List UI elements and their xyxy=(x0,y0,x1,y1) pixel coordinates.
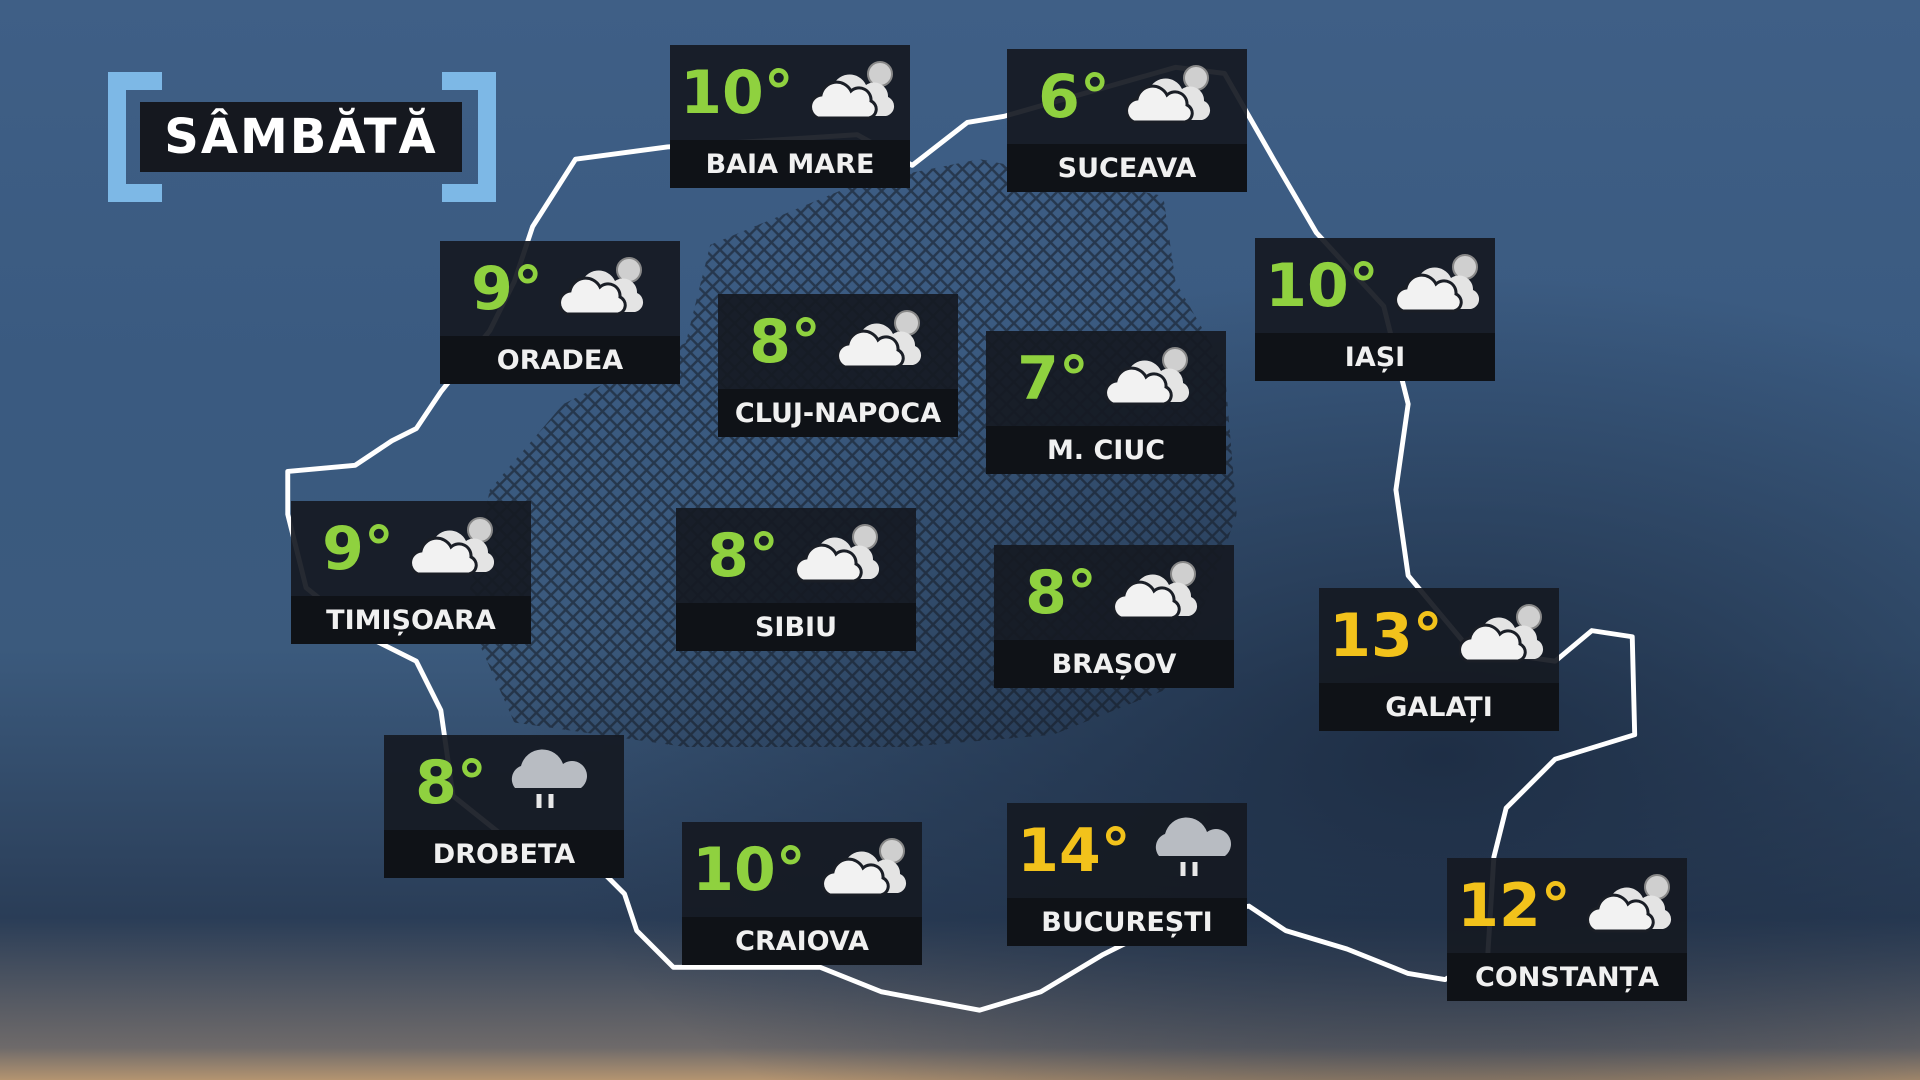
temperature: 9° xyxy=(322,513,394,584)
city-name: ORADEA xyxy=(440,336,680,384)
city-name: BAIA MARE xyxy=(670,140,910,188)
partly-cloudy-icon xyxy=(1585,871,1677,941)
partly-cloudy-icon xyxy=(1393,251,1485,321)
city-tile: 8° SIBIU xyxy=(676,508,916,651)
partly-cloudy-icon xyxy=(793,521,885,591)
rain-cloud-icon xyxy=(1147,816,1237,886)
city-tile: 8° BRAȘOV xyxy=(994,545,1234,688)
partly-cloudy-icon xyxy=(408,514,500,584)
city-name: M. CIUC xyxy=(986,426,1226,474)
city-tile: 6° SUCEAVA xyxy=(1007,49,1247,192)
city-name: BRAȘOV xyxy=(994,640,1234,688)
city-name: BUCUREȘTI xyxy=(1007,898,1247,946)
city-tile: 9° ORADEA xyxy=(440,241,680,384)
partly-cloudy-icon xyxy=(835,307,927,377)
temperature: 9° xyxy=(471,253,543,324)
city-name: CONSTANȚA xyxy=(1447,953,1687,1001)
day-title-badge: SÂMBĂTĂ xyxy=(108,72,496,202)
partly-cloudy-icon xyxy=(1124,62,1216,132)
partly-cloudy-icon xyxy=(1103,344,1195,414)
partly-cloudy-icon xyxy=(1457,601,1549,671)
city-tile: 9° TIMIȘOARA xyxy=(291,501,531,644)
partly-cloudy-icon xyxy=(808,58,900,128)
temperature: 10° xyxy=(692,834,806,905)
temperature: 8° xyxy=(1025,557,1097,628)
city-name: SUCEAVA xyxy=(1007,144,1247,192)
city-tile: 13° GALAȚI xyxy=(1319,588,1559,731)
city-tile: 12° CONSTANȚA xyxy=(1447,858,1687,1001)
city-name: IAȘI xyxy=(1255,333,1495,381)
city-name: SIBIU xyxy=(676,603,916,651)
temperature: 6° xyxy=(1038,61,1110,132)
city-tile: 8° CLUJ-NAPOCA xyxy=(718,294,958,437)
city-name: TIMIȘOARA xyxy=(291,596,531,644)
city-tile: 8° DROBETA xyxy=(384,735,624,878)
partly-cloudy-icon xyxy=(557,254,649,324)
partly-cloudy-icon xyxy=(1111,558,1203,628)
temperature: 14° xyxy=(1017,815,1131,886)
city-name: CLUJ-NAPOCA xyxy=(718,389,958,437)
right-bracket xyxy=(442,72,496,202)
partly-cloudy-icon xyxy=(820,835,912,905)
temperature: 10° xyxy=(1265,250,1379,321)
rain-cloud-icon xyxy=(503,748,593,818)
temperature: 8° xyxy=(415,747,487,818)
temperature: 13° xyxy=(1329,600,1443,671)
temperature: 8° xyxy=(707,520,779,591)
left-bracket xyxy=(108,72,162,202)
temperature: 8° xyxy=(749,306,821,377)
city-name: DROBETA xyxy=(384,830,624,878)
temperature: 12° xyxy=(1457,870,1571,941)
city-tile: 14° BUCUREȘTI xyxy=(1007,803,1247,946)
city-tile: 7° M. CIUC xyxy=(986,331,1226,474)
city-tile: 10° CRAIOVA xyxy=(682,822,922,965)
city-name: GALAȚI xyxy=(1319,683,1559,731)
day-title: SÂMBĂTĂ xyxy=(140,102,462,172)
city-name: CRAIOVA xyxy=(682,917,922,965)
city-tile: 10° IAȘI xyxy=(1255,238,1495,381)
city-tile: 10° BAIA MARE xyxy=(670,45,910,188)
temperature: 7° xyxy=(1017,343,1089,414)
temperature: 10° xyxy=(680,57,794,128)
